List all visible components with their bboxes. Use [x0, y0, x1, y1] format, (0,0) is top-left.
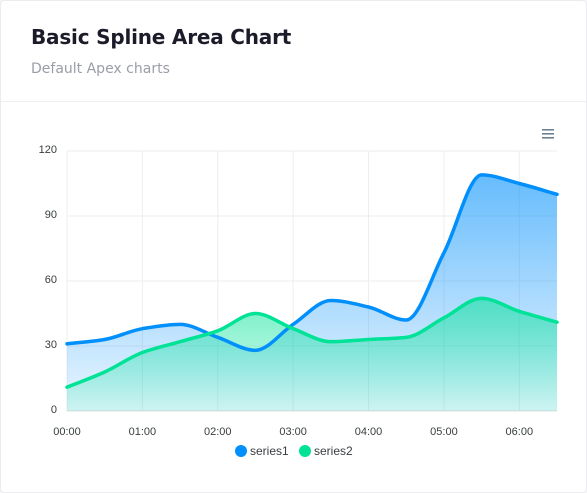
y-tick-label: 0 — [51, 404, 57, 416]
line-layer — [65, 173, 559, 389]
y-tick-label: 60 — [45, 274, 57, 286]
x-tick-label: 02:00 — [204, 426, 232, 438]
legend-label: series2 — [314, 444, 353, 458]
x-tick-label: 05:00 — [430, 426, 458, 438]
x-tick-label: 06:00 — [506, 426, 534, 438]
x-tick-label: 00:00 — [53, 426, 81, 438]
y-tick-label: 120 — [39, 144, 57, 156]
card-title: Basic Spline Area Chart — [31, 25, 292, 49]
legend-item-series1[interactable]: series1 — [235, 444, 289, 458]
axis-layer: 0 30 60 90 120 00:00 01:00 02:00 03:00 04:00 05:00… — [39, 144, 533, 438]
legend: series1 series2 — [235, 444, 353, 458]
y-tick-label: 30 — [45, 339, 57, 351]
series1-line — [65, 173, 559, 353]
hamburger-menu-icon[interactable] — [539, 126, 557, 142]
legend-label: series1 — [250, 444, 289, 458]
legend-item-series2[interactable]: series2 — [299, 444, 353, 458]
x-tick-label: 01:00 — [129, 426, 157, 438]
y-tick-label: 90 — [45, 209, 57, 221]
area-layer — [67, 174, 557, 411]
card-subtitle: Default Apex charts — [31, 61, 170, 77]
card-header: Basic Spline Area Chart Default Apex cha… — [1, 1, 586, 102]
legend-marker — [299, 445, 311, 457]
legend-marker — [235, 445, 247, 457]
series2-line — [65, 296, 559, 389]
series2-area — [67, 298, 557, 411]
x-tick-label: 04:00 — [355, 426, 383, 438]
x-tick-label: 03:00 — [279, 426, 307, 438]
